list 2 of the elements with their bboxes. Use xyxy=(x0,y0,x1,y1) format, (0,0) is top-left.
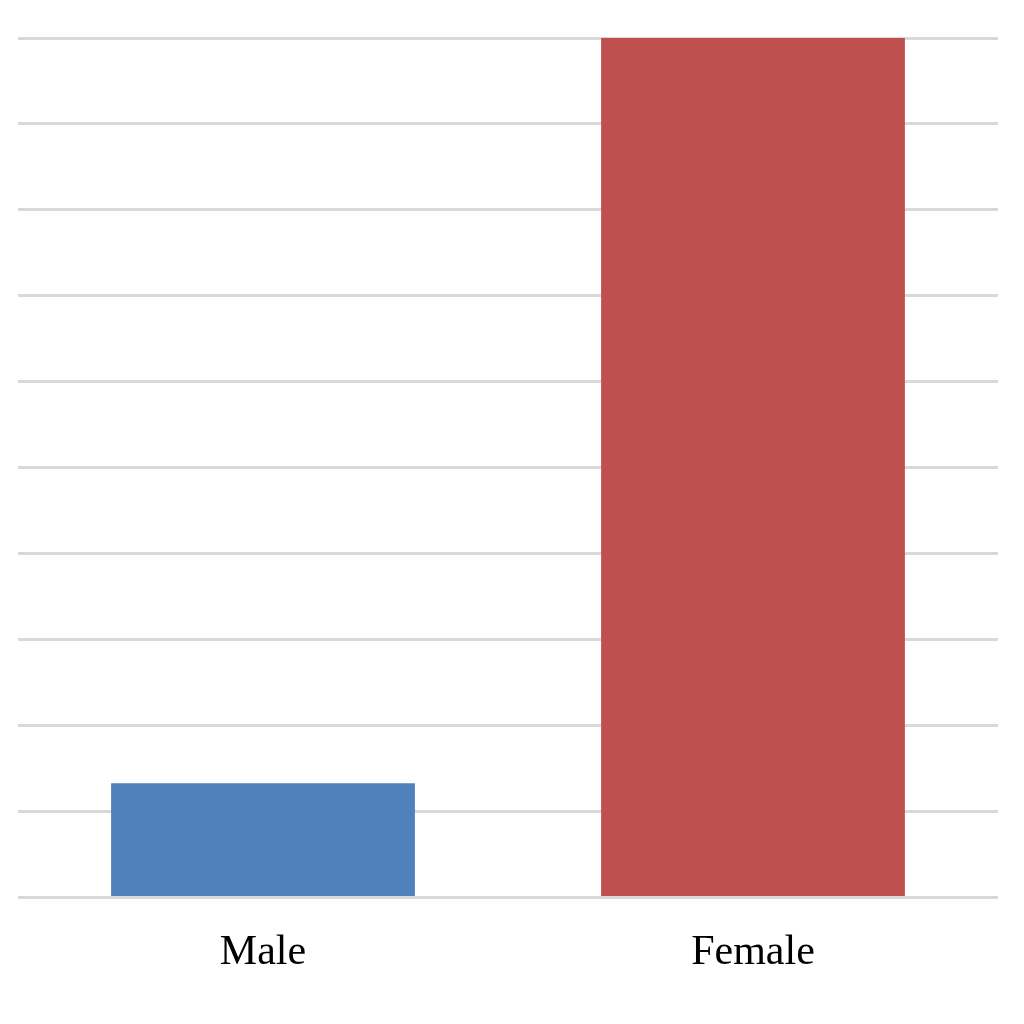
x-tick-label: Female xyxy=(691,926,815,973)
x-tick-label: Male xyxy=(219,926,307,973)
